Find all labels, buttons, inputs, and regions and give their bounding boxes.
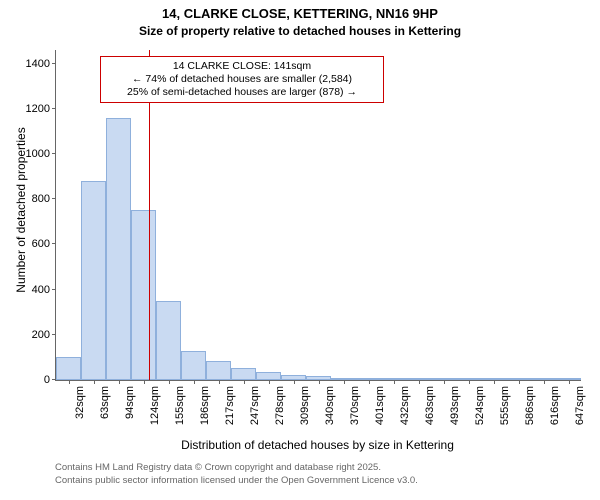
y-tick-label: 0 — [44, 374, 56, 386]
x-tick-label: 124sqm — [147, 386, 161, 425]
histogram-bar — [156, 301, 181, 380]
histogram-bar — [131, 210, 156, 380]
x-tick-label: 647sqm — [572, 386, 586, 425]
x-axis-label: Distribution of detached houses by size … — [55, 438, 580, 452]
x-tick-label: 432sqm — [397, 386, 411, 425]
histogram-bar — [56, 357, 81, 380]
x-tick-label: 247sqm — [247, 386, 261, 425]
x-tick-label: 524sqm — [472, 386, 486, 425]
y-tick-label: 200 — [32, 329, 56, 341]
x-tick-label: 401sqm — [372, 386, 386, 425]
y-tick-label: 400 — [32, 284, 56, 296]
x-tick-label: 94sqm — [122, 386, 136, 419]
x-tick-mark — [569, 380, 570, 384]
x-tick-mark — [519, 380, 520, 384]
x-tick-mark — [169, 380, 170, 384]
x-tick-mark — [444, 380, 445, 384]
annotation-line3: 25% of semi-detached houses are larger (… — [107, 86, 377, 99]
x-tick-label: 63sqm — [97, 386, 111, 419]
annotation-box: 14 CLARKE CLOSE: 141sqm← 74% of detached… — [100, 56, 384, 103]
x-tick-mark — [194, 380, 195, 384]
footer-line2: Contains public sector information licen… — [55, 475, 418, 486]
annotation-line1: 14 CLARKE CLOSE: 141sqm — [107, 60, 377, 73]
y-tick-label: 1200 — [26, 103, 56, 115]
x-tick-label: 217sqm — [222, 386, 236, 425]
histogram-bar — [231, 368, 256, 380]
y-tick-label: 1000 — [26, 148, 56, 160]
y-tick-mark — [52, 108, 56, 109]
histogram-bar — [181, 351, 206, 380]
x-tick-label: 463sqm — [422, 386, 436, 425]
histogram-bar — [256, 372, 281, 380]
y-tick-mark — [52, 243, 56, 244]
y-tick-label: 600 — [32, 238, 56, 250]
chart-subtitle: Size of property relative to detached ho… — [0, 24, 600, 38]
x-tick-mark — [219, 380, 220, 384]
y-tick-mark — [52, 198, 56, 199]
x-tick-mark — [294, 380, 295, 384]
x-tick-label: 186sqm — [197, 386, 211, 425]
x-tick-mark — [469, 380, 470, 384]
x-tick-mark — [419, 380, 420, 384]
y-tick-mark — [52, 289, 56, 290]
x-tick-label: 155sqm — [172, 386, 186, 425]
x-tick-label: 616sqm — [547, 386, 561, 425]
x-tick-mark — [394, 380, 395, 384]
histogram-bar — [206, 361, 231, 380]
x-tick-mark — [144, 380, 145, 384]
x-tick-label: 32sqm — [72, 386, 86, 419]
x-tick-label: 340sqm — [322, 386, 336, 425]
x-tick-mark — [544, 380, 545, 384]
chart-title: 14, CLARKE CLOSE, KETTERING, NN16 9HP — [0, 6, 600, 21]
y-tick-mark — [52, 63, 56, 64]
x-tick-mark — [269, 380, 270, 384]
y-tick-label: 800 — [32, 193, 56, 205]
x-tick-mark — [344, 380, 345, 384]
y-tick-label: 1400 — [26, 58, 56, 70]
annotation-line2: ← 74% of detached houses are smaller (2,… — [107, 73, 377, 86]
x-tick-mark — [94, 380, 95, 384]
x-tick-label: 309sqm — [297, 386, 311, 425]
x-tick-label: 370sqm — [347, 386, 361, 425]
x-tick-mark — [319, 380, 320, 384]
y-tick-mark — [52, 153, 56, 154]
x-tick-label: 278sqm — [272, 386, 286, 425]
histogram-bar — [106, 118, 131, 380]
histogram-bar — [81, 181, 106, 380]
x-tick-mark — [244, 380, 245, 384]
footer-line1: Contains HM Land Registry data © Crown c… — [55, 462, 381, 473]
y-tick-mark — [52, 334, 56, 335]
x-tick-mark — [369, 380, 370, 384]
x-tick-label: 586sqm — [522, 386, 536, 425]
x-tick-mark — [494, 380, 495, 384]
x-tick-label: 555sqm — [497, 386, 511, 425]
x-tick-label: 493sqm — [447, 386, 461, 425]
x-tick-mark — [69, 380, 70, 384]
x-tick-mark — [119, 380, 120, 384]
